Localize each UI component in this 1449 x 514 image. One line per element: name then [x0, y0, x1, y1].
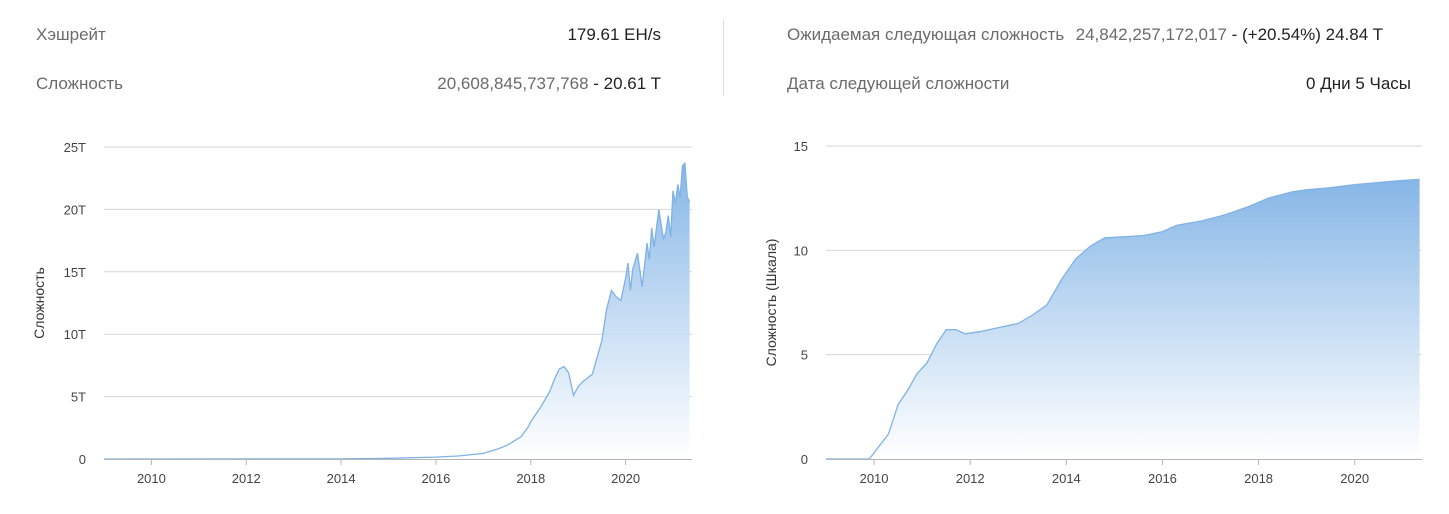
- next-difficulty-label: Ожидаемая следующая сложность: [787, 25, 1065, 44]
- y-tick-label: 25T: [64, 140, 86, 155]
- series-line: [826, 178, 1420, 460]
- y-tick-label: 0: [801, 452, 808, 467]
- y-tick-label: 10: [794, 243, 808, 258]
- y-tick-label: 15T: [64, 265, 86, 280]
- x-tick-label: 2016: [1148, 471, 1177, 486]
- difficulty-short: 20.61 T: [603, 74, 661, 93]
- difficulty-value: 20,608,845,737,768: [437, 74, 589, 93]
- y-axis-title: Сложность: [31, 267, 47, 339]
- hashrate-value: 179.61 EH/s: [567, 25, 661, 44]
- next-date-label: Дата следующей сложности: [787, 74, 1010, 93]
- y-tick-label: 0: [79, 452, 86, 467]
- y-tick-label: 10T: [64, 327, 86, 342]
- difficulty-label: Сложность: [36, 74, 124, 93]
- series-line: [103, 161, 691, 460]
- next-date-value: 0 Дни 5 Часы: [1306, 74, 1411, 93]
- y-tick-label: 15: [794, 139, 808, 154]
- x-tick-label: 2018: [516, 471, 545, 486]
- x-tick-label: 2012: [956, 471, 985, 486]
- x-tick-label: 2014: [1052, 471, 1081, 486]
- y-tick-label: 20T: [64, 202, 86, 217]
- header-divider: [723, 20, 724, 96]
- y-axis-title: Сложность (Шкала): [763, 239, 779, 367]
- next-difficulty-change: (+20.54%) 24.84 T: [1242, 25, 1383, 44]
- series-area: [826, 179, 1420, 459]
- x-tick-label: 2016: [421, 471, 450, 486]
- x-tick-label: 2020: [611, 471, 640, 486]
- x-tick-label: 2014: [327, 471, 356, 486]
- difficulty-log-chart: 0 5 10 15 2010 2012 2014 2016 2018 2020 Сложность …: [763, 139, 1422, 486]
- x-tick-label: 2020: [1340, 471, 1369, 486]
- next-difficulty-value-group: 24,842,257,172,017 - (+20.54%) 24.84 T: [1075, 25, 1383, 44]
- x-tick-label: 2018: [1244, 471, 1273, 486]
- x-tick-label: 2010: [860, 471, 889, 486]
- series-area: [104, 163, 690, 459]
- difficulty-value-group: 20,608,845,737,768 - 20.61 T: [437, 74, 661, 93]
- next-difficulty-value: 24,842,257,172,017: [1075, 25, 1227, 44]
- y-tick-label: 5T: [71, 390, 86, 405]
- x-tick-label: 2012: [232, 471, 261, 486]
- difficulty-chart: 0 5T 10T 15T 20T 25T 2010 2012 2014 2016 2018 2020 С…: [31, 140, 692, 486]
- y-tick-label: 5: [801, 348, 808, 363]
- x-tick-label: 2010: [137, 471, 166, 486]
- hashrate-label: Хэшрейт: [36, 25, 106, 44]
